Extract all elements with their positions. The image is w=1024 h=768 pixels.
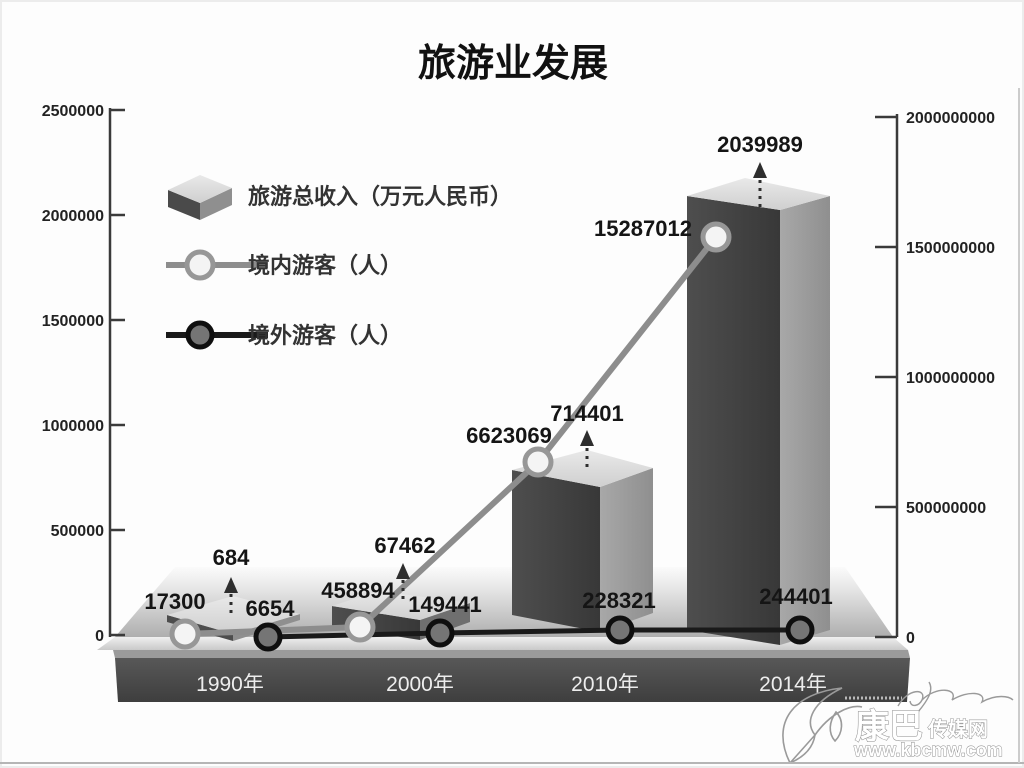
legend-item-domestic: 境内游客（人）	[166, 249, 402, 281]
bar-value-label-2014: 2039989	[717, 132, 803, 157]
bar-value-label-2010: 714401	[550, 401, 623, 426]
bar-arrow-2014	[753, 162, 767, 212]
right-axis	[875, 114, 899, 639]
domestic-line-icon	[166, 249, 268, 281]
foreign-markers	[253, 615, 815, 652]
bar-arrow-2010	[580, 430, 594, 470]
left-axis-tick-label: 2500000	[42, 103, 104, 120]
right-axis-tick-label: 2000000000	[906, 110, 995, 127]
domestic-marker-2010	[522, 446, 554, 478]
chart-title: 旅游业发展	[418, 43, 608, 85]
left-axis-tick-label: 500000	[51, 523, 104, 540]
bar-front-face	[687, 196, 780, 645]
category-axis-band	[115, 658, 910, 702]
category-label-2014: 2014年	[759, 673, 827, 696]
watermark: 康巴 传媒网 www.kbcmw.com	[782, 681, 1014, 764]
category-label-2010: 2010年	[571, 673, 639, 696]
foreign-value-label-1990: 6654	[246, 596, 296, 621]
bar-side-face	[780, 196, 830, 645]
bar-2010	[512, 450, 653, 632]
foreign-marker-1990	[253, 622, 283, 652]
bar-value-label-2000: 67462	[374, 533, 435, 558]
left-axis-tick-label: 1000000	[42, 418, 104, 435]
foreign-value-label-2000: 149441	[408, 592, 481, 617]
left-axis-tick-label: 1500000	[42, 313, 104, 330]
legend: 旅游总收入（万元人民币） 境内游客（人） 境外游客（人）	[166, 175, 512, 350]
left-axis-tick-label: 2000000	[42, 208, 104, 225]
bar-front-face	[512, 470, 600, 632]
domestic-value-label-2000: 458894	[321, 578, 395, 603]
watermark-url: www.kbcmw.com	[853, 740, 1003, 760]
bar-top-face	[512, 450, 653, 487]
right-axis-tick-label: 500000000	[906, 500, 986, 517]
legend-item-foreign: 境外游客（人）	[166, 320, 402, 350]
data-labels: 684 67462 714401 2039989 17300 458894 66…	[144, 132, 832, 621]
watermark-name-big: 康巴	[855, 707, 923, 746]
bar-side-face	[600, 468, 653, 632]
domestic-markers	[169, 221, 732, 650]
right-axis-tick-label: 0	[906, 630, 915, 647]
domestic-value-label-2010: 6623069	[466, 423, 552, 448]
bar-top-face	[332, 591, 470, 620]
category-label-2000: 2000年	[386, 673, 454, 696]
foreign-marker-2014	[785, 615, 815, 645]
bar-2014	[687, 178, 830, 645]
bar-value-label-1990: 684	[213, 545, 250, 570]
domestic-marker-2014	[700, 221, 732, 253]
watermark-name-small: 传媒网	[927, 718, 988, 741]
right-axis-tick-label: 1000000000	[906, 370, 995, 387]
foreign-marker-2000	[425, 618, 455, 648]
legend-label-domestic: 境内游客（人）	[248, 253, 402, 278]
right-axis-labels: 2000000000 1500000000 1000000000 5000000…	[906, 110, 995, 647]
foreign-marker-2010	[605, 615, 635, 645]
revenue-bar-icon	[168, 175, 232, 220]
legend-item-revenue: 旅游总收入（万元人民币）	[168, 175, 512, 220]
left-axis-tick-label: 0	[95, 628, 104, 645]
domestic-value-label-2014: 15287012	[594, 216, 692, 241]
domestic-value-label-1990: 17300	[144, 589, 205, 614]
foreign-value-label-2014: 244401	[759, 584, 832, 609]
left-axis	[108, 108, 125, 637]
bar-top-face	[687, 178, 830, 210]
domestic-marker-2000	[344, 611, 376, 643]
domestic-marker-1990	[169, 618, 201, 650]
left-axis-labels: 2500000 2000000 1500000 1000000 500000 0	[42, 103, 104, 645]
bar-arrow-1990	[224, 577, 238, 618]
watermark-flourish	[897, 681, 1014, 713]
bar-arrow-2000	[396, 563, 410, 603]
foreign-value-label-2010: 228321	[582, 588, 655, 613]
category-labels: 1990年 2000年 2010年 2014年	[196, 673, 827, 696]
floor-lip	[113, 650, 910, 658]
floor-front-highlight	[97, 637, 908, 650]
right-axis-tick-label: 1500000000	[906, 240, 995, 257]
legend-label-foreign: 境外游客（人）	[248, 323, 402, 348]
legend-label-revenue: 旅游总收入（万元人民币）	[248, 184, 512, 209]
bar-callout-arrows	[224, 162, 767, 618]
foreign-line-icon	[166, 320, 268, 350]
category-label-1990: 1990年	[196, 673, 264, 696]
bar-top-face	[167, 596, 300, 634]
